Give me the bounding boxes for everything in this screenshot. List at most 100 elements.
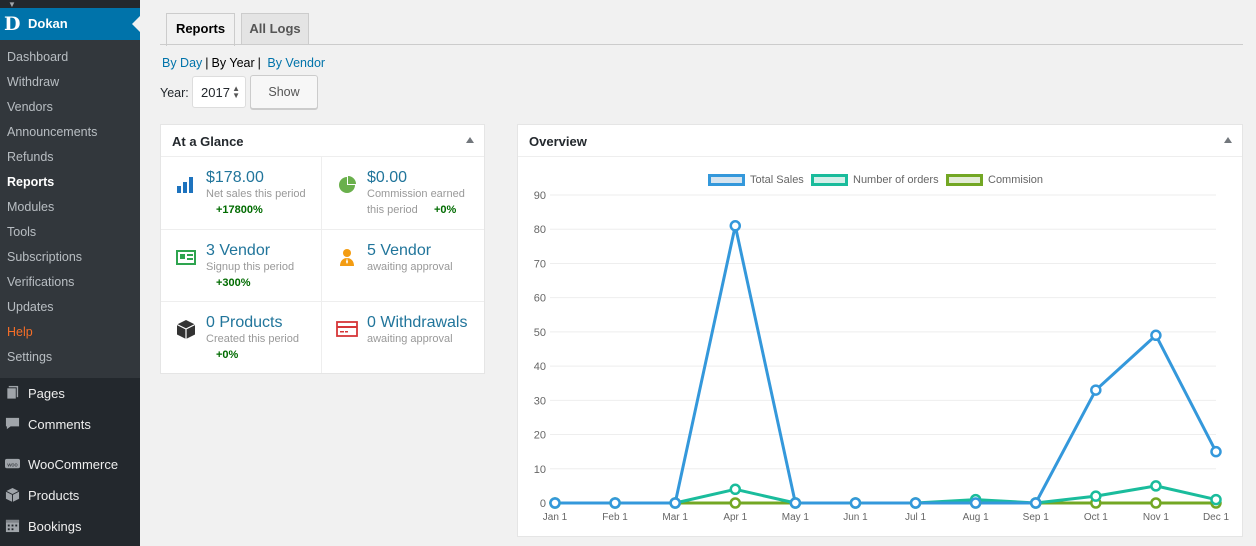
sidebar-item-comments[interactable]: Comments <box>0 409 140 439</box>
legend-label-total-sales: Total Sales <box>750 174 804 186</box>
submenu-item-modules[interactable]: Modules <box>7 200 55 214</box>
y-tick-label: 30 <box>534 395 546 407</box>
vendor-signup-value: 3 Vendor <box>206 242 271 259</box>
glance-vendor-awaiting: 5 Vendor awaiting approval <box>322 230 484 302</box>
y-tick-label: 90 <box>534 190 546 202</box>
year-select[interactable]: 2017 ▲ ▼ <box>192 76 246 108</box>
glance-commission: $0.00 Commission earned this period +0% <box>322 157 484 230</box>
submenu-item-reports[interactable]: Reports <box>7 175 55 189</box>
x-tick-label: Jan 1 <box>543 512 568 523</box>
y-tick-label: 40 <box>534 361 546 373</box>
data-point <box>1210 493 1222 506</box>
x-tick-label: May 1 <box>782 512 810 523</box>
data-point <box>849 497 862 509</box>
report-range-links: By Day | By Year | By Vendor <box>162 56 325 70</box>
submenu-item-announcements[interactable]: Announcements <box>7 125 98 139</box>
data-point <box>1150 480 1162 492</box>
woocommerce-icon: woo <box>5 458 20 468</box>
x-tick-label: Jul 1 <box>905 512 927 523</box>
data-point <box>1210 445 1222 458</box>
submenu-item-help[interactable]: Help <box>7 325 33 339</box>
sidebar-item-dokan[interactable]: D Dokan <box>0 8 140 40</box>
net-sales-change: +17800% <box>216 204 263 216</box>
credit-card-icon <box>336 321 358 337</box>
commission-label-2: this period <box>367 204 418 216</box>
data-point <box>729 497 742 509</box>
x-tick-label: Nov 1 <box>1143 512 1170 523</box>
box-icon <box>176 320 196 339</box>
data-point <box>549 497 561 509</box>
submenu-item-subscriptions[interactable]: Subscriptions <box>7 250 83 264</box>
legend-swatch-orders <box>811 174 848 186</box>
commission-label: Commission earned <box>367 188 465 200</box>
glance-net-sales: $178.00 Net sales this period +17800% <box>161 157 322 230</box>
submenu-item-dashboard[interactable]: Dashboard <box>7 50 69 64</box>
pages-icon <box>6 385 19 400</box>
current-menu-arrow <box>132 16 140 32</box>
x-tick-label: Oct 1 <box>1084 512 1108 523</box>
series-line-number-of-orders <box>555 484 1217 505</box>
legend-label-orders: Number of orders <box>853 174 939 186</box>
year-label: Year: <box>160 86 189 100</box>
tab-all-logs[interactable]: All Logs <box>241 13 309 45</box>
sidebar-item-products[interactable]: Products <box>0 480 140 510</box>
vendor-awaiting-label: awaiting approval <box>367 261 453 273</box>
user-icon <box>340 249 354 266</box>
data-point <box>1150 497 1162 509</box>
sidebar-item-woocommerce[interactable]: woo WooCommerce <box>0 449 140 479</box>
submenu-item-settings[interactable]: Settings <box>7 350 53 364</box>
glance-withdrawals: 0 Withdrawals awaiting approval <box>322 302 484 373</box>
series-line-total-sales <box>555 224 1218 505</box>
show-button[interactable]: Show <box>250 75 318 109</box>
collapse-toggle-icon[interactable] <box>466 137 474 143</box>
legend-swatch-total-sales <box>708 174 745 186</box>
tab-reports[interactable]: Reports <box>166 13 235 46</box>
by-vendor-link[interactable]: By Vendor <box>267 56 326 70</box>
submenu-item-withdraw[interactable]: Withdraw <box>7 75 60 89</box>
data-point <box>729 220 742 232</box>
range-separator: | <box>257 56 261 70</box>
select-arrows-icon: ▲ ▼ <box>232 84 240 100</box>
data-point <box>669 497 681 509</box>
y-tick-label: 70 <box>534 258 546 270</box>
y-tick-label: 60 <box>534 293 546 305</box>
submenu-item-tools[interactable]: Tools <box>7 225 37 239</box>
products-value: 0 Products <box>206 314 283 331</box>
pie-chart-icon <box>339 176 356 193</box>
year-select-value: 2017 <box>201 85 230 100</box>
data-point <box>1029 497 1042 509</box>
collapse-toggle-icon[interactable] <box>1224 137 1232 143</box>
y-tick-label: 0 <box>540 498 546 510</box>
sidebar-item-label: Dokan <box>28 16 68 31</box>
x-tick-label: Jun 1 <box>843 512 868 523</box>
submenu-item-verifications[interactable]: Verifications <box>7 275 75 289</box>
admin-sidebar: ▼ D Dokan Dashboard Withdraw Vendors Ann… <box>0 0 140 546</box>
sidebar-item-bookings[interactable]: Bookings <box>0 511 140 541</box>
sidebar-item-label: WooCommerce <box>28 457 119 472</box>
commission-change: +0% <box>434 204 457 216</box>
y-tick-label: 10 <box>534 464 546 476</box>
sidebar-item-pages[interactable]: Pages <box>0 378 140 408</box>
x-tick-label: Dec 1 <box>1203 512 1230 523</box>
submenu-item-updates[interactable]: Updates <box>7 300 54 314</box>
glance-vendor-signup: 3 Vendor Signup this period +300% <box>161 230 322 302</box>
at-a-glance-panel: At a Glance $178.00 Net sales this perio… <box>160 124 485 374</box>
bar-chart-icon <box>177 177 193 193</box>
calendar-icon <box>5 519 20 533</box>
by-day-link[interactable]: By Day <box>162 56 203 70</box>
withdrawals-label: awaiting approval <box>367 333 453 345</box>
by-year-current: By Year <box>211 56 255 70</box>
y-tick-label: 20 <box>534 430 546 442</box>
data-point <box>1090 384 1102 396</box>
data-point <box>789 497 802 509</box>
y-tick-label: 80 <box>534 224 546 236</box>
submenu-item-refunds[interactable]: Refunds <box>7 150 54 164</box>
data-point <box>729 483 742 496</box>
submenu-item-vendors[interactable]: Vendors <box>7 100 53 114</box>
products-box-icon <box>5 487 20 502</box>
vendor-signup-label: Signup this period <box>206 261 295 273</box>
x-tick-label: Feb 1 <box>602 512 628 523</box>
dokan-submenu: Dashboard Withdraw Vendors Announcements… <box>0 40 140 378</box>
comments-icon <box>5 417 20 430</box>
